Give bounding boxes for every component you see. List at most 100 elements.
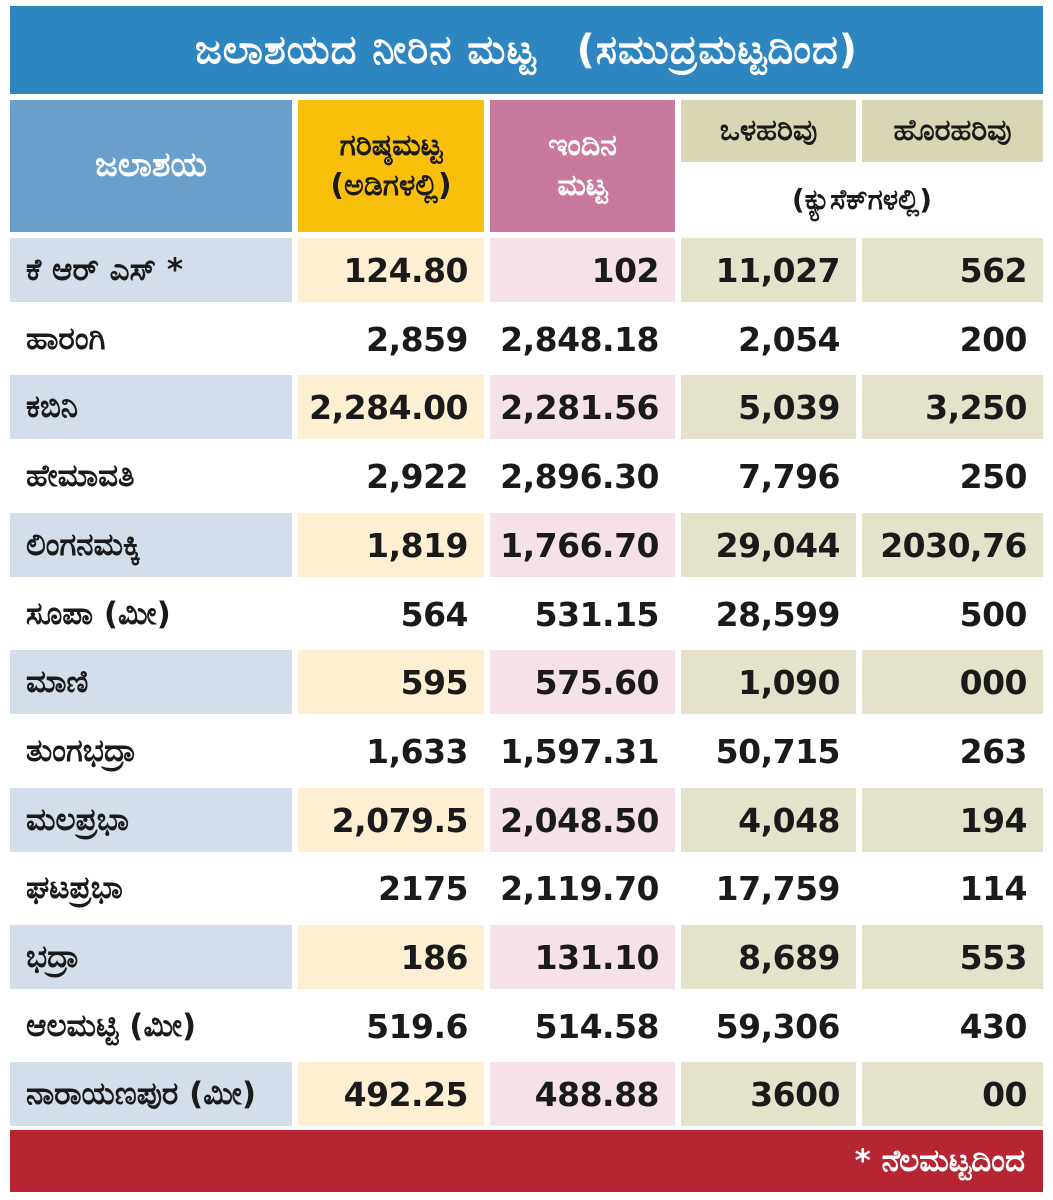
row-5-inflow-cell: 28,599 [681,582,856,646]
row-11-inflow: 59,306 [715,1006,841,1046]
header-max-level: ಗರಿಷ್ಠಮಟ್ಟ (ಅಡಿಗಳಲ್ಲಿ) [298,100,484,232]
header-outflow: ಹೊರಹರಿವು [862,100,1043,162]
header-today-level: ಇಂದಿನ ಮಟ್ಟ [490,100,675,232]
row-6-today-cell: 575.60 [490,650,675,714]
row-8-outflow-cell: 194 [862,788,1043,852]
row-0-outflow: 562 [959,250,1028,290]
row-2-inflow-cell: 5,039 [681,375,856,439]
row-7-inflow: 50,715 [715,731,841,771]
row-9-name-cell: ಘಟಪ್ರಭಾ [10,856,292,920]
header-max-line1: ಗರಿಷ್ಠಮಟ್ಟ [339,127,443,163]
row-10-outflow-cell: 553 [862,925,1043,989]
footnote: * ನೆಲಮಟ್ಟದಿಂದ [10,1130,1043,1192]
row-5-outflow-cell: 500 [862,582,1043,646]
row-1-today: 2,848.18 [500,319,659,359]
row-7-max-cell: 1,633 [298,719,484,783]
row-0-name-cell: ಕೆ ಆರ್ ಎಸ್ * [10,238,292,302]
row-6-outflow-cell: 000 [862,650,1043,714]
row-3-inflow-cell: 7,796 [681,444,856,508]
table-title: ಜಲಾಶಯದ ನೀರಿನ ಮಟ್ಟ (ಸಮುದ್ರಮಟ್ಟದಿಂದ) [10,6,1043,94]
row-2-outflow-cell: 3,250 [862,375,1043,439]
row-2-today: 2,281.56 [500,387,659,427]
row-1-outflow: 200 [959,319,1028,359]
row-1-name-cell: ಹಾರಂಗಿ [10,307,292,371]
row-11-name-cell: ಆಲಮಟ್ಟಿ (ಮೀ) [10,994,292,1058]
row-12-outflow-cell: 00 [862,1062,1043,1126]
header-inflow-label: ಒಳಹರಿವು [719,112,818,148]
row-12-outflow: 00 [982,1074,1027,1114]
row-8-name: ಮಲಪ್ರಭಾ [26,801,129,838]
row-4-today-cell: 1,766.70 [490,513,675,577]
row-10-name-cell: ಭದ್ರಾ [10,925,292,989]
row-8-name-cell: ಮಲಪ್ರಭಾ [10,788,292,852]
row-6-inflow-cell: 1,090 [681,650,856,714]
row-4-max-cell: 1,819 [298,513,484,577]
row-2-name-cell: ಕಬಿನಿ [10,375,292,439]
row-4-name-cell: ಲಿಂಗನಮಕ್ಕಿ [10,513,292,577]
row-12-max-cell: 492.25 [298,1062,484,1126]
header-max-line2: (ಅಡಿಗಳಲ್ಲಿ) [330,168,452,203]
row-9-inflow: 17,759 [715,868,841,908]
header-outflow-label: ಹೊರಹರಿವು [893,112,1012,148]
row-12-inflow-cell: 3600 [681,1062,856,1126]
row-5-inflow: 28,599 [715,594,841,634]
row-2-inflow: 5,039 [738,387,840,427]
row-6-inflow: 1,090 [738,662,840,702]
title-main: ಜಲಾಶಯದ ನೀರಿನ ಮಟ್ಟ [194,27,537,73]
row-5-name: ಸೂಪಾ (ಮೀ) [26,595,171,632]
row-12-name-cell: ನಾರಾಯಣಪುರ (ಮೀ) [10,1062,292,1126]
row-7-name: ತುಂಗಭದ್ರಾ [26,732,137,769]
row-6-name: ಮಾಣಿ [26,663,89,700]
row-2-outflow: 3,250 [925,387,1027,427]
row-3-name-cell: ಹೇಮಾವತಿ [10,444,292,508]
row-0-max: 124.80 [343,250,469,290]
row-6-outflow: 000 [959,662,1028,702]
footnote-text: * ನೆಲಮಟ್ಟದಿಂದ [854,1142,1025,1179]
row-0-today: 102 [591,250,660,290]
row-8-max-cell: 2,079.5 [298,788,484,852]
row-3-name: ಹೇಮಾವತಿ [26,457,135,494]
row-11-outflow: 430 [959,1006,1028,1046]
row-8-inflow-cell: 4,048 [681,788,856,852]
row-1-max-cell: 2,859 [298,307,484,371]
row-11-name: ಆಲಮಟ್ಟಿ (ಮೀ) [26,1007,197,1044]
row-9-inflow-cell: 17,759 [681,856,856,920]
row-3-max: 2,922 [366,456,468,496]
row-6-max-cell: 595 [298,650,484,714]
header-inflow: ಒಳಹರಿವು [681,100,856,162]
row-0-inflow-cell: 11,027 [681,238,856,302]
header-today-line1: ಇಂದಿನ [548,127,617,163]
row-4-max: 1,819 [366,525,468,565]
row-1-inflow: 2,054 [738,319,840,359]
row-10-max: 186 [400,937,469,977]
row-10-outflow: 553 [959,937,1028,977]
row-0-max-cell: 124.80 [298,238,484,302]
row-9-name: ಘಟಪ್ರಭಾ [26,869,123,906]
row-11-outflow-cell: 430 [862,994,1043,1058]
header-flow-unit: (ಕ್ಯುಸೆಕ್‌ಗಳಲ್ಲಿ) [681,168,1043,232]
row-4-outflow: 2030,76 [880,525,1027,565]
row-9-today-cell: 2,119.70 [490,856,675,920]
row-10-today: 131.10 [534,937,660,977]
row-8-inflow: 4,048 [738,800,840,840]
row-7-outflow-cell: 263 [862,719,1043,783]
row-2-name: ಕಬಿನಿ [26,388,79,425]
row-9-today: 2,119.70 [500,868,659,908]
header-reservoir: ಜಲಾಶಯ [10,100,292,232]
row-4-today: 1,766.70 [500,525,659,565]
row-4-inflow-cell: 29,044 [681,513,856,577]
row-3-today: 2,896.30 [500,456,659,496]
row-10-inflow-cell: 8,689 [681,925,856,989]
row-6-max: 595 [400,662,469,702]
row-9-max-cell: 2175 [298,856,484,920]
row-4-inflow: 29,044 [715,525,841,565]
row-5-today: 531.15 [534,594,660,634]
row-5-name-cell: ಸೂಪಾ (ಮೀ) [10,582,292,646]
row-4-outflow-cell: 2030,76 [862,513,1043,577]
header-today-line2: ಮಟ್ಟ [557,168,608,203]
row-6-today: 575.60 [534,662,660,702]
row-11-inflow-cell: 59,306 [681,994,856,1058]
row-5-max-cell: 564 [298,582,484,646]
row-8-today: 2,048.50 [500,800,659,840]
row-1-inflow-cell: 2,054 [681,307,856,371]
